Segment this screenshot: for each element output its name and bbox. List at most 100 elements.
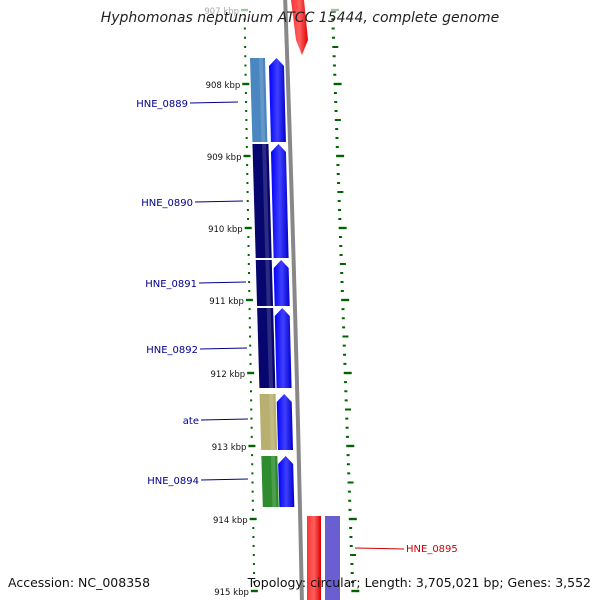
gene-block [325,516,340,600]
minor-tick [244,55,247,58]
gene-arrow [273,260,290,306]
gene-block-highlight [259,58,266,142]
topology-text: Topology: circular; Length: 3,705,021 bp… [247,575,591,590]
minor-tick [346,463,350,466]
leader-line [198,281,247,284]
major-tick [248,444,256,448]
gene-block [255,260,274,306]
minor-tick [334,101,338,103]
minor-tick [332,64,336,67]
minor-tick [349,536,353,538]
minor-tick [253,581,256,583]
minor-tick [246,209,249,211]
minor-tick [340,281,344,283]
minor-tick [338,218,342,220]
minor-tick [350,554,357,556]
minor-tick [348,499,352,502]
minor-tick [336,173,340,175]
minor-tick [342,326,346,329]
minor-tick [335,128,339,130]
tick-label: 907 kbp [204,7,239,17]
minor-tick [332,46,339,48]
minor-tick [247,272,250,274]
major-tick [241,8,248,12]
minor-tick [251,463,254,466]
minor-tick [335,146,339,148]
gene-block [257,308,276,388]
major-tick [247,371,255,375]
minor-tick [339,263,346,265]
minor-tick [250,435,253,438]
map-title: Hyphomonas neptunium ATCC 15444, complet… [100,10,500,26]
minor-tick [247,236,250,238]
minor-tick [344,399,348,402]
minor-tick [244,46,247,48]
gene-label: HNE_0890 [141,198,193,209]
minor-tick [342,344,346,347]
minor-tick [251,508,254,511]
minor-tick [250,408,253,411]
minor-tick [253,572,256,574]
minor-tick [345,435,349,438]
minor-tick [338,209,341,211]
minor-tick [244,92,247,94]
minor-tick [252,563,255,565]
minor-tick [243,36,246,39]
minor-tick [347,481,354,484]
gene-block [261,456,279,507]
minor-tick [248,281,251,283]
minor-tick [341,308,345,311]
minor-tick [249,335,252,338]
major-tick [242,82,250,86]
minor-tick [245,119,248,121]
gene-arrow [307,516,321,600]
minor-tick [252,554,255,556]
minor-tick [344,381,348,384]
minor-tick [247,218,250,220]
minor-tick [243,27,246,30]
minor-tick [246,182,249,184]
gene-label: HNE_0889 [136,99,188,110]
major-tick [351,589,360,593]
major-tick [244,226,252,230]
tick-label: 913 kbp [212,443,247,453]
gene-arrow [276,394,294,450]
minor-tick [252,527,255,529]
minor-tick [244,73,247,76]
leader-line [200,478,249,481]
minor-tick [340,290,344,292]
major-tick [250,589,258,593]
minor-tick [339,254,343,256]
minor-tick [335,137,339,139]
minor-tick [250,426,253,429]
minor-tick [331,18,335,21]
minor-tick [345,426,349,429]
tick-label: 911 kbp [209,297,244,307]
major-tick [343,371,352,375]
minor-tick [244,64,247,67]
major-tick [346,444,355,448]
minor-tick [252,536,255,538]
minor-tick [350,563,354,565]
minor-tick [249,344,252,347]
gene-arrow [274,308,292,388]
minor-tick [248,308,251,311]
minor-tick [251,481,254,484]
minor-tick [250,399,253,402]
genome-backbone [283,0,304,600]
leader-line [354,547,405,550]
minor-tick [249,390,252,393]
minor-tick [350,572,354,574]
tick-label: 908 kbp [206,81,241,91]
minor-tick [333,73,337,76]
gene-block [250,58,268,142]
minor-tick [246,164,249,166]
minor-tick [340,272,344,274]
gene-arrow [278,456,295,507]
gene-block-highlight [265,260,271,306]
minor-tick [248,290,251,292]
minor-tick [246,200,249,202]
minor-tick [249,381,252,384]
minor-tick [344,390,348,393]
gene-block-highlight [269,394,275,450]
